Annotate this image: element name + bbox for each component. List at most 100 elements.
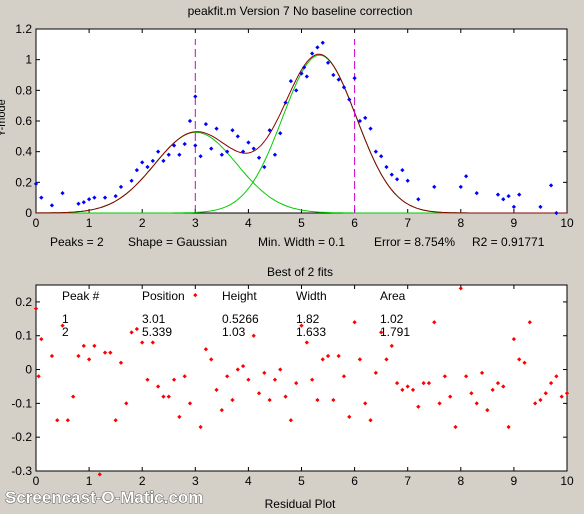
residual-point [543,391,548,396]
residual-point [426,380,432,386]
data-point [39,195,44,200]
summary-r2: R2 = 0.91771 [472,235,545,249]
residual-point [140,340,145,345]
x-tick-label: 0 [33,216,40,230]
data-point [219,152,224,157]
x-tick-label: 3 [192,216,199,230]
y-tick-label: 0.2 [15,175,32,189]
residual-point [379,330,384,335]
data-point [240,149,246,154]
y-tick-label: -0.3 [11,464,32,478]
residual-point [97,472,102,477]
residual-point [246,377,251,382]
residual-point [156,384,161,389]
data-point [81,200,86,205]
data-point [432,184,437,190]
summary-shape: Shape = Gaussian [128,235,227,249]
x-tick-label: 2 [139,474,146,488]
top-ylabel: Y-mode [0,99,8,137]
summary-min-width: Min. Width = 0.1 [258,235,345,249]
residual-point [182,374,187,379]
data-point [379,154,384,159]
x-tick-label: 9 [511,216,518,230]
residual-point [538,397,543,403]
top-summary: Peaks = 2 Shape = Gaussian Min. Width = … [50,235,545,249]
x-tick-label: 0 [33,474,40,488]
table-cell: 1.791 [380,325,410,339]
residual-point [304,340,309,345]
data-point [278,131,283,136]
results-table: Peak # Position Height Width Area 1 3.01 0.5266… [62,289,410,339]
data-point [246,140,251,145]
data-point [166,152,171,157]
y-tick-label: 1.2 [15,22,32,36]
data-point [187,118,193,124]
data-point [394,177,400,182]
data-point [272,152,278,157]
data-point [193,143,198,148]
data-point [177,152,182,157]
data-point [256,155,262,160]
watermark-text: Screencast-O-Matic.com [5,488,203,507]
data-point [118,184,124,190]
residual-point [554,374,559,379]
residual-point [421,380,426,386]
residual-point [469,391,474,396]
residual-point [490,387,495,392]
table-cell: 1.02 [380,312,404,326]
residual-point [251,333,256,338]
data-point [33,181,39,186]
residual-point [448,394,453,399]
x-tick-label: 7 [404,474,411,488]
residual-point [453,424,458,430]
residual-point [235,367,240,372]
residual-point [267,397,272,403]
x-tick-label: 9 [511,474,518,488]
table-cell: 5.339 [142,325,172,339]
y-tick-label: 0.2 [15,295,32,309]
data-point [129,178,134,183]
data-point [474,190,479,196]
residual-point [501,384,506,389]
table-cell: 1 [62,312,69,326]
data-point [251,146,256,151]
data-point [458,184,463,190]
residual-point [347,414,352,420]
residual-point [187,401,193,406]
data-point [134,167,140,173]
residual-point [219,408,224,413]
data-point [400,167,405,173]
residual-point [283,394,288,399]
y-tick-label: 0.8 [15,83,32,97]
residual-point [129,330,134,335]
y-tick-label: -0.2 [11,430,32,444]
top-title: peakfit.m Version 7 No baseline correcti… [188,4,413,18]
data-point [548,183,554,188]
x-tick-label: 1 [86,474,93,488]
data-point [49,203,55,208]
residual-point [230,397,235,403]
residual-point [320,357,325,362]
data-point [225,149,230,154]
residual-point [134,326,140,332]
residual-point [171,377,177,382]
residual-point [405,384,410,389]
bottom-plot-area: 0 1 2 3 4 5 6 7 8 9 10-0.3-0.2-0.100.10.2 [11,285,574,488]
residual-point [363,401,368,406]
x-tick-label: 7 [404,216,411,230]
table-cell: 3.01 [142,312,166,326]
residual-point [479,370,485,376]
residual-point [368,418,373,423]
data-point [76,201,81,206]
residual-point [278,367,283,372]
x-tick-label: 2 [139,216,146,230]
residual-point [437,401,442,406]
data-point [511,204,517,209]
residual-point [203,347,209,352]
residual-point [511,336,517,342]
residual-point [336,353,341,359]
y-tick-label: 0.6 [15,114,32,128]
data-point [193,94,198,99]
table-cell: 0.5266 [222,312,259,326]
